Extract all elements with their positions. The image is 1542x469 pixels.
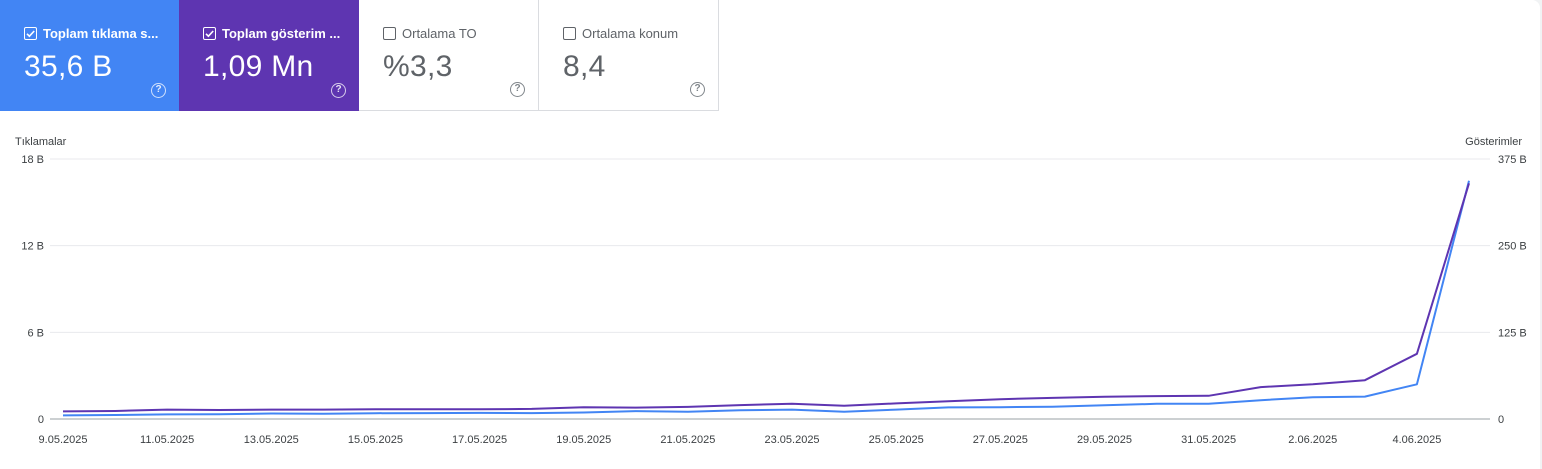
x-tick-label: 23.05.2025 xyxy=(765,434,820,446)
metric-card-impressions[interactable]: Toplam gösterim ... 1,09 Mn ? xyxy=(179,0,359,111)
y-tick-label-right: 375 B xyxy=(1498,154,1527,166)
metric-card-position[interactable]: Ortalama konum 8,4 ? xyxy=(539,0,719,111)
y-tick-label-left: 12 B xyxy=(21,241,44,253)
x-tick-label: 9.05.2025 xyxy=(39,434,88,446)
y-tick-label-right: 250 B xyxy=(1498,241,1527,253)
metric-label: Toplam gösterim ... xyxy=(222,25,341,41)
metric-label: Ortalama TO xyxy=(402,25,477,41)
help-icon[interactable]: ? xyxy=(151,83,166,98)
metric-card-clicks[interactable]: Toplam tıklama s... 35,6 B ? xyxy=(0,0,179,111)
metric-value: 35,6 B xyxy=(24,50,113,83)
x-tick-label: 19.05.2025 xyxy=(556,434,611,446)
x-tick-label: 17.05.2025 xyxy=(452,434,507,446)
x-tick-label: 27.05.2025 xyxy=(973,434,1028,446)
series-line-impressions xyxy=(62,183,1470,413)
metric-value: 8,4 xyxy=(563,50,606,83)
y-tick-label-left: 0 xyxy=(38,414,44,426)
metric-card-ctr[interactable]: Ortalama TO %3,3 ? xyxy=(359,0,539,111)
metric-card-header: Toplam tıklama s... xyxy=(24,24,179,42)
left-axis-title: Tıklamalar xyxy=(15,136,67,148)
metric-label: Ortalama konum xyxy=(582,25,679,41)
y-tick-label-left: 6 B xyxy=(27,327,44,339)
metric-value: 1,09 Mn xyxy=(203,50,314,83)
metric-card-header: Toplam gösterim ... xyxy=(203,24,359,42)
x-tick-label: 25.05.2025 xyxy=(869,434,924,446)
metric-card-header: Ortalama TO xyxy=(383,24,538,42)
checkbox-checked-icon[interactable] xyxy=(203,26,216,40)
y-tick-label-left: 18 B xyxy=(21,154,44,166)
x-tick-label: 4.06.2025 xyxy=(1392,434,1441,446)
metric-cards: Toplam tıklama s... 35,6 B ? Toplam göst… xyxy=(0,0,719,111)
help-icon[interactable]: ? xyxy=(331,83,346,98)
x-tick-label: 29.05.2025 xyxy=(1077,434,1132,446)
y-tick-label-right: 125 B xyxy=(1498,327,1527,339)
y-tick-label-right: 0 xyxy=(1498,414,1504,426)
right-axis-title: Gösterimler xyxy=(1465,136,1522,148)
checkbox-unchecked-icon[interactable] xyxy=(563,26,576,40)
help-icon[interactable]: ? xyxy=(690,82,705,97)
metric-value: %3,3 xyxy=(383,50,453,83)
metric-label: Toplam tıklama s... xyxy=(43,25,159,41)
metric-card-header: Ortalama konum xyxy=(563,24,718,42)
series-line-clicks xyxy=(62,180,1470,417)
x-tick-label: 2.06.2025 xyxy=(1288,434,1337,446)
checkbox-checked-icon[interactable] xyxy=(24,26,37,40)
performance-chart[interactable]: 18 B 375 B 12 B 250 B 6 B 125 B 0 0 9.05.2025 11.… xyxy=(0,150,1542,460)
x-tick-label: 21.05.2025 xyxy=(660,434,715,446)
x-tick-label: 15.05.2025 xyxy=(348,434,403,446)
x-tick-label: 11.05.2025 xyxy=(140,434,194,446)
x-tick-label: 31.05.2025 xyxy=(1181,434,1236,446)
checkbox-unchecked-icon[interactable] xyxy=(383,26,396,40)
x-tick-label: 13.05.2025 xyxy=(244,434,299,446)
help-icon[interactable]: ? xyxy=(510,82,525,97)
